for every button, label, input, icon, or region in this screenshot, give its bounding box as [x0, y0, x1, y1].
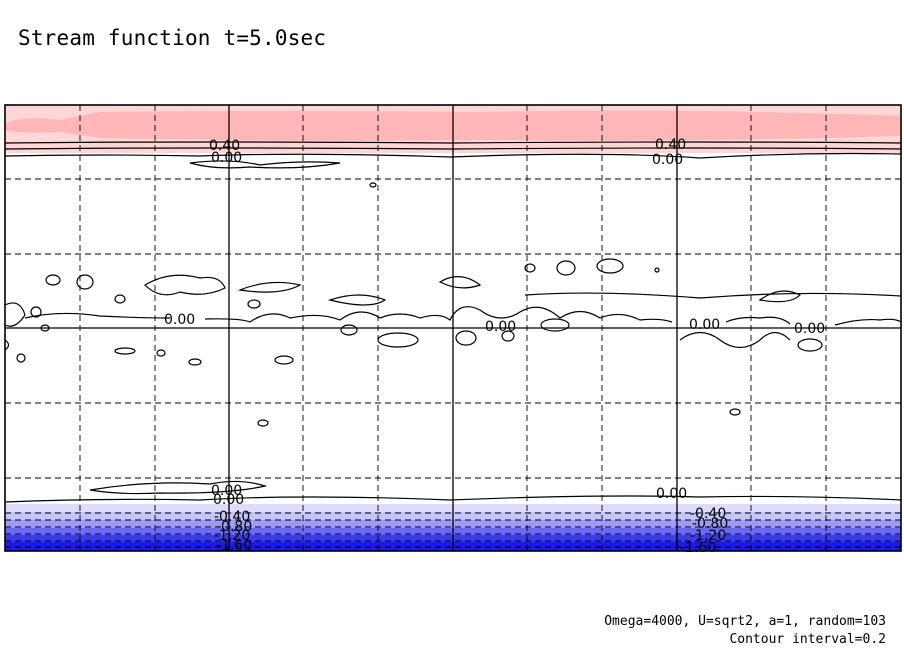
contour-label: 0.00 [211, 150, 242, 166]
contour-label: -0.40 [214, 509, 250, 525]
contour-label: 0.00 [794, 321, 825, 337]
contour-label: -0.40 [690, 506, 726, 522]
contour-label: 0.00 [485, 319, 516, 335]
contour-interval-note: Contour interval=0.2 [729, 632, 886, 647]
chart-title: Stream function t=5.0sec [18, 26, 327, 50]
contour-label: 0.40 [655, 137, 686, 153]
contour-label: 0.00 [164, 312, 195, 328]
parameter-note: Omega=4000, U=sqrt2, a=1, random=103 [604, 614, 886, 629]
grid-major [5, 105, 901, 551]
contour-label: -0.80 [216, 519, 252, 535]
contour-label: 0.00 [211, 483, 242, 499]
plot-frame [4, 104, 902, 552]
contour-lines-middle [5, 274, 901, 351]
contour-label: -1.20 [690, 528, 726, 544]
contour-label: -1.20 [214, 528, 250, 544]
contour-label: 0.00 [656, 486, 687, 502]
contour-label: 0.00 [213, 492, 244, 508]
contour-label: -1.60 [680, 540, 716, 556]
contour-label: 0.00 [689, 317, 720, 333]
contour-label: 0.40 [209, 138, 240, 154]
contour-label: 0.00 [652, 152, 683, 168]
contour-label: -0.80 [692, 516, 728, 532]
contour-islands [16, 258, 823, 427]
contour-lines-bottom [5, 480, 901, 503]
contour-labels: 0.40 0.00 0.40 0.00 0.00 0.00 0.00 0.00 … [164, 137, 825, 556]
contour-label: -1.60 [216, 538, 252, 554]
contour-lines-top [5, 141, 901, 188]
